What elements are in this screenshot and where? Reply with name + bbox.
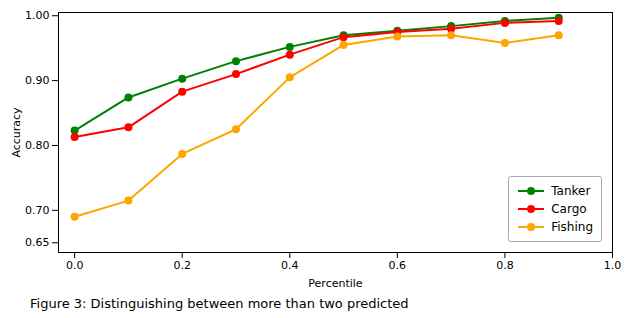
svg-text:0.6: 0.6	[389, 259, 407, 272]
svg-text:Accuracy: Accuracy	[10, 107, 23, 158]
svg-text:0.65: 0.65	[25, 236, 50, 249]
html-text:Cargo: Cargo	[551, 202, 587, 216]
svg-text:0.4: 0.4	[281, 259, 299, 272]
svg-text:1.0: 1.0	[604, 259, 622, 272]
svg-text:0.0: 0.0	[66, 259, 84, 272]
html-text:Figure 3: Distinguishing betwe: Figure 3: Distinguishing between more th…	[30, 296, 409, 311]
svg-text:1.00: 1.00	[25, 9, 50, 22]
svg-text:0.90: 0.90	[25, 74, 50, 87]
html-text:Tanker: Tanker	[551, 184, 591, 198]
svg-text:0.70: 0.70	[25, 204, 50, 217]
svg-text:0.8: 0.8	[496, 259, 514, 272]
html-text:Fishing: Fishing	[551, 220, 593, 234]
svg-text:0.80: 0.80	[25, 139, 50, 152]
svg-text:Percentile: Percentile	[308, 277, 363, 290]
svg-text:0.2: 0.2	[173, 259, 191, 272]
